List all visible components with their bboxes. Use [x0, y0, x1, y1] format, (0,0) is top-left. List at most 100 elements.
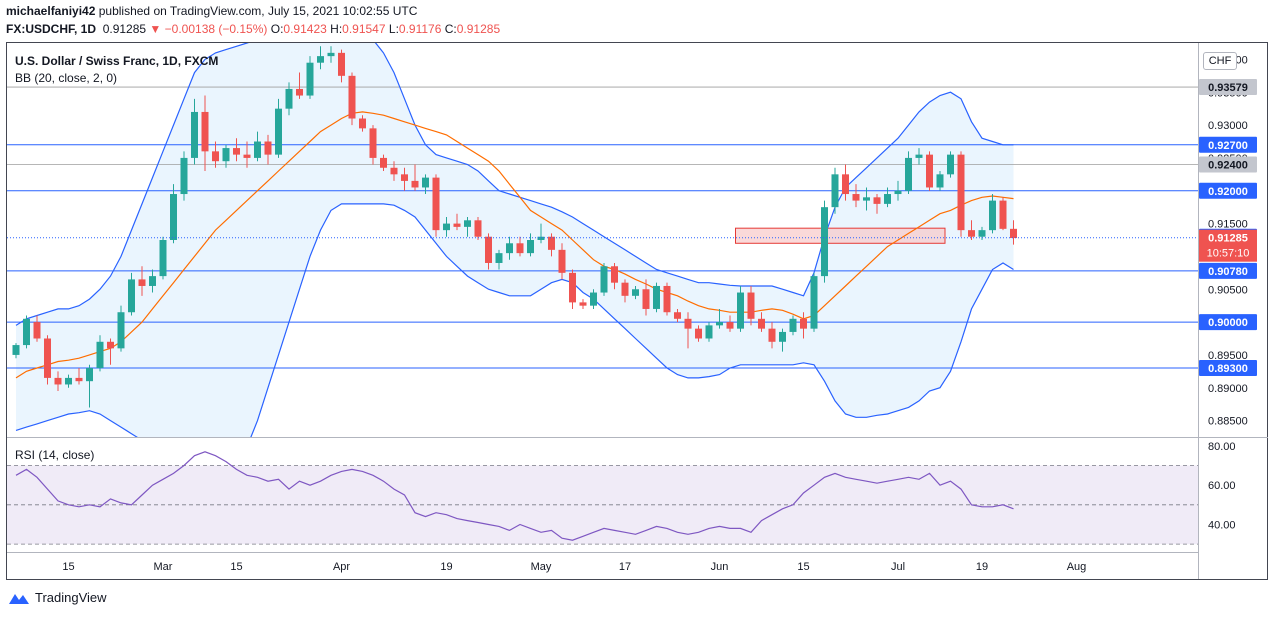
- candle-body: [159, 240, 167, 277]
- publish-info: michaelfaniyi42 published on TradingView…: [6, 4, 417, 18]
- candle-body: [884, 194, 891, 204]
- symbol-legend[interactable]: U.S. Dollar / Swiss Franc, 1D, FXCM: [15, 54, 218, 68]
- level-label-text: 0.93579: [1208, 82, 1248, 94]
- candle-body: [611, 266, 618, 283]
- countdown-label: 10:57:10: [1207, 248, 1250, 260]
- level-label-bg: [1199, 79, 1257, 96]
- time-tick-label: Mar: [154, 561, 173, 573]
- time-tick-label: 19: [976, 561, 988, 573]
- candle-body: [737, 292, 744, 329]
- candle-body: [747, 292, 755, 319]
- time-tick-label: 17: [619, 561, 631, 573]
- level-label-text: 0.92400: [1208, 159, 1248, 171]
- candle-body: [936, 174, 944, 188]
- candle-body: [44, 338, 51, 378]
- candle-body: [842, 174, 849, 195]
- brand-name[interactable]: TradingView: [35, 590, 107, 605]
- rsi-tick-label: 60.00: [1208, 480, 1236, 492]
- candle-body: [96, 341, 104, 369]
- level-label-bg: [1199, 156, 1257, 173]
- candle-body: [191, 111, 198, 158]
- candle-body: [348, 75, 356, 119]
- candle-body: [401, 174, 408, 181]
- level-label-text: 0.92000: [1208, 186, 1248, 198]
- level-label: 0.93579: [1199, 79, 1257, 96]
- candle-body: [432, 177, 440, 231]
- candle-body: [170, 194, 177, 240]
- candle-body: [548, 236, 555, 250]
- rsi-pane[interactable]: [7, 451, 1198, 545]
- candle-body: [327, 52, 335, 57]
- candle-body: [285, 88, 293, 109]
- candle-body: [821, 207, 828, 277]
- ohlc-header: FX:USDCHF, 1D 0.91285 ▼ −0.00138 (−0.15%…: [6, 22, 500, 36]
- resistance-zone: [735, 227, 946, 244]
- candle-body: [810, 276, 818, 329]
- price-pane[interactable]: [7, 27, 1198, 487]
- rsi-tick-label: 80.00: [1208, 441, 1236, 453]
- candle-body: [128, 279, 135, 313]
- time-tick-label: 19: [440, 561, 452, 573]
- axes: 0.885000.890000.895000.900000.905000.910…: [7, 43, 1268, 579]
- candle-body: [621, 282, 629, 296]
- candle-body: [380, 157, 387, 168]
- level-label: 0.89300: [1199, 360, 1257, 377]
- candle-body: [264, 141, 272, 155]
- high-label: H:: [330, 22, 343, 36]
- candle-body: [411, 180, 419, 188]
- candle-body: [674, 312, 681, 319]
- price-tick-label: 0.91500: [1208, 219, 1248, 231]
- candle-body: [149, 276, 156, 286]
- low-value: 0.91176: [398, 22, 442, 36]
- candle-body: [831, 174, 839, 208]
- candle-body: [222, 148, 230, 162]
- time-tick-label: Apr: [333, 561, 350, 573]
- candle-body: [369, 128, 377, 158]
- candle-body: [296, 88, 303, 96]
- candle-body: [254, 141, 261, 158]
- candle-body: [390, 167, 398, 175]
- rsi-legend[interactable]: RSI (14, close): [15, 448, 95, 462]
- candle-body: [695, 328, 702, 339]
- rsi-line: [15, 451, 1014, 541]
- symbol-title: U.S. Dollar / Swiss Franc, 1D, FXCM: [15, 54, 219, 68]
- price-tick-label: 0.89500: [1208, 350, 1248, 362]
- level-label-text: 0.89300: [1208, 363, 1248, 375]
- symbol-label: FX:USDCHF, 1D: [6, 22, 97, 36]
- high-value: 0.91547: [342, 22, 386, 36]
- candle-body: [243, 154, 251, 158]
- candle-body: [201, 111, 209, 152]
- price-tick-label: 0.88500: [1208, 416, 1248, 428]
- candle-body: [485, 236, 492, 263]
- candle-body: [33, 322, 41, 339]
- footer: TradingView: [8, 590, 107, 605]
- candle-body: [989, 200, 996, 231]
- candle-body: [800, 318, 807, 329]
- level-label: 0.92000: [1199, 182, 1257, 199]
- candle-body: [905, 157, 912, 191]
- candle-body: [338, 52, 345, 76]
- down-arrow-icon: ▼: [149, 22, 162, 36]
- candle-body: [789, 318, 797, 332]
- candle-body: [443, 223, 450, 231]
- currency-badge[interactable]: CHF: [1203, 52, 1237, 70]
- level-label-text: 0.90780: [1208, 266, 1248, 278]
- candle-body: [527, 240, 534, 254]
- candle-body: [590, 292, 597, 306]
- candle-body: [65, 377, 72, 385]
- author-name[interactable]: michaelfaniyi42: [6, 4, 96, 18]
- bb-legend[interactable]: BB (20, close, 2, 0): [15, 71, 118, 85]
- candle-body: [758, 318, 765, 329]
- candle-body: [54, 377, 62, 385]
- candle-body: [75, 377, 83, 382]
- candle-body: [516, 243, 524, 254]
- candle-body: [632, 289, 639, 296]
- candle-body: [653, 285, 660, 309]
- close-value: 0.91285: [456, 22, 501, 36]
- level-label-bg: [1199, 182, 1257, 199]
- candle-body: [107, 341, 114, 349]
- candle-body: [600, 266, 608, 293]
- candle-body: [999, 200, 1007, 229]
- candle-body: [233, 148, 240, 155]
